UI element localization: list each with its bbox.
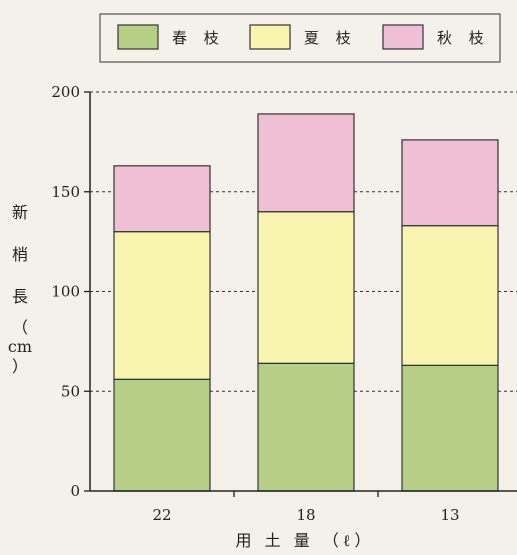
legend: 春 枝夏 枝秋 枝 bbox=[99, 13, 501, 63]
legend-label-0: 春 枝 bbox=[172, 29, 225, 47]
legend-swatch-0 bbox=[117, 24, 159, 50]
y-ticks: 0 50 100 150 200 bbox=[51, 83, 90, 500]
x-tick-label-13: 13 bbox=[440, 506, 459, 524]
y-tick-label-100: 100 bbox=[51, 283, 80, 301]
bar-22-series-2 bbox=[113, 165, 211, 233]
x-tick-label-22: 22 bbox=[152, 506, 171, 524]
bar-22-series-0 bbox=[113, 378, 211, 492]
bar-18-series-2 bbox=[257, 113, 355, 213]
y-axis-label-char-1: 梢 bbox=[12, 245, 28, 264]
legend-label-1: 夏 枝 bbox=[304, 29, 357, 47]
bar-13-series-1 bbox=[401, 225, 499, 366]
y-tick-label-50: 50 bbox=[61, 382, 80, 400]
x-tick-label-18: 18 bbox=[296, 506, 315, 524]
legend-swatch-1 bbox=[249, 24, 291, 50]
legend-swatch-2 bbox=[382, 24, 424, 50]
bars bbox=[113, 113, 499, 492]
y-axis-label-char-3: （ bbox=[12, 318, 28, 337]
bar-18-series-0 bbox=[257, 362, 355, 492]
y-axis-label-char-0: 新 bbox=[12, 203, 28, 222]
y-tick-label-200: 200 bbox=[51, 83, 80, 101]
y-axis-label-char-2: 長 bbox=[12, 287, 28, 306]
legend-frame bbox=[99, 13, 501, 63]
y-tick-label-150: 150 bbox=[51, 183, 80, 201]
bar-22-series-1 bbox=[113, 231, 211, 380]
legend-label-2: 秋 枝 bbox=[437, 29, 490, 47]
y-axis-label-char-5: ） bbox=[12, 357, 28, 376]
y-tick-label-0: 0 bbox=[70, 482, 80, 500]
x-ticks: 22 18 13 bbox=[152, 491, 460, 524]
bar-13-series-0 bbox=[401, 364, 499, 492]
y-axis-label-char-4: cm bbox=[8, 337, 32, 356]
x-axis-label: 用 土 量 （ℓ） bbox=[236, 531, 375, 550]
bar-13-series-2 bbox=[401, 139, 499, 227]
bar-18-series-1 bbox=[257, 211, 355, 364]
y-axis-label: 新梢長 （cm） bbox=[8, 203, 32, 376]
